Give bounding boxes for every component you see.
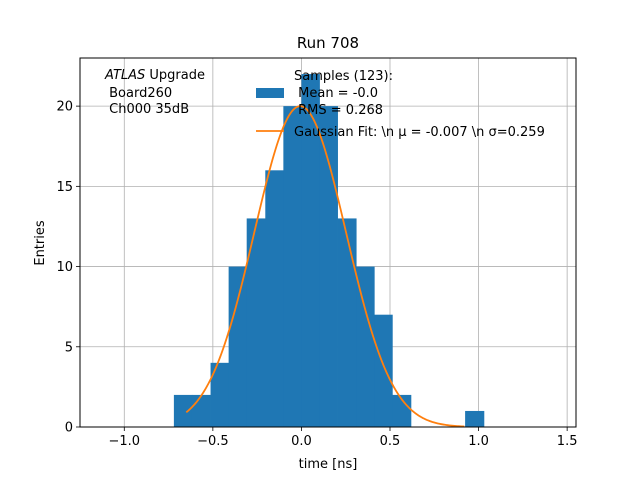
legend-histogram-line-2: Mean = -0.0	[294, 86, 378, 101]
histogram-bar	[465, 410, 485, 427]
annotation-atlas: ATLAS	[104, 68, 145, 83]
legend-histogram-line-1: Samples (123):	[294, 69, 393, 84]
histogram-bar	[319, 106, 338, 427]
histogram-bar	[392, 394, 412, 427]
gaussian-fit-curve-layer	[185, 105, 465, 428]
histogram-bar	[191, 394, 211, 427]
legend-histogram-swatch	[256, 88, 284, 98]
x-tick-label: −1.0	[108, 434, 140, 449]
histogram-bar	[173, 394, 193, 427]
histogram-bar	[337, 218, 357, 427]
annotation-line-1: ATLAS Upgrade	[104, 68, 205, 83]
histogram-bar	[356, 266, 375, 427]
y-tick-label: 10	[56, 260, 73, 275]
histogram-bar	[246, 218, 266, 427]
y-tick-label: 0	[65, 421, 73, 436]
legend: Samples (123): Mean = -0.0 RMS = 0.268 G…	[256, 69, 545, 140]
histogram-bar	[265, 170, 284, 427]
legend-histogram-line-3: RMS = 0.268	[294, 103, 383, 118]
y-tick-label: 15	[56, 180, 73, 195]
x-tick-label: 0.5	[380, 434, 401, 449]
histogram-bar	[283, 106, 302, 427]
y-axis-ticks: 0 5 10 15 20	[56, 100, 80, 436]
x-axis-label: time [ns]	[299, 457, 358, 472]
annotation-line-2: Board260	[105, 86, 172, 101]
annotation-line-3: Ch000 35dB	[105, 102, 189, 117]
chart-title: Run 708	[297, 34, 359, 52]
y-axis-label: Entries	[33, 220, 48, 266]
histogram-bar	[210, 362, 230, 427]
x-tick-label: 1.0	[468, 434, 489, 449]
plot-frame	[79, 57, 577, 428]
histogram-bar	[374, 314, 393, 427]
histogram-bar	[228, 266, 248, 427]
gaussian-fit-curve	[185, 105, 465, 428]
y-tick-label: 5	[65, 340, 73, 355]
annotation-upgrade: Upgrade	[145, 68, 205, 83]
histogram-bars	[173, 74, 485, 427]
histogram-bar	[301, 74, 320, 427]
atlas-annotation: ATLAS Upgrade Board260 Ch000 35dB	[104, 68, 205, 117]
x-axis-ticks: −1.0 −0.5 0.0 0.5 1.0 1.5	[108, 427, 577, 449]
x-tick-label: 1.5	[557, 434, 578, 449]
x-tick-label: −0.5	[197, 434, 229, 449]
legend-fit-label: Gaussian Fit: \n μ = -0.007 \n σ=0.259	[294, 125, 545, 140]
y-tick-label: 20	[56, 100, 73, 115]
x-tick-label: 0.0	[291, 434, 312, 449]
